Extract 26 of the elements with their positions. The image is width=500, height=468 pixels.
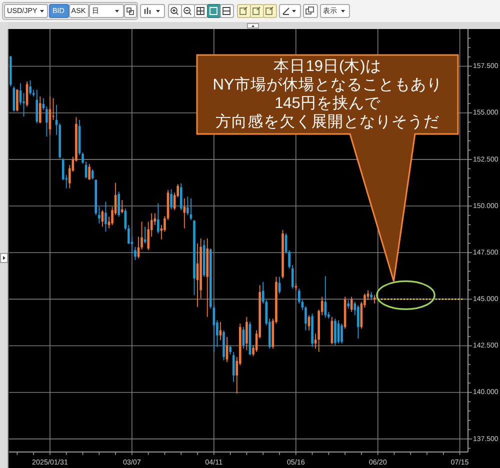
annotation: 145円を挟んで <box>274 94 382 112</box>
candlestick <box>246 316 248 351</box>
candlestick <box>157 202 160 234</box>
candlestick <box>170 188 172 210</box>
annotation: 本日19日(木)は <box>274 57 382 75</box>
candlestick <box>91 168 94 180</box>
candlestick <box>294 283 298 291</box>
candlestick <box>88 163 90 180</box>
candlestick <box>39 96 42 124</box>
annotation: 方向感を欠く展開となりそうだ <box>216 112 440 130</box>
candlestick <box>120 200 124 214</box>
candlestick <box>340 323 343 344</box>
candlestick <box>334 318 336 346</box>
candlestick <box>324 276 327 318</box>
annotation: NY市場が休場となることもあり <box>212 76 442 94</box>
candlestick <box>229 344 232 355</box>
candlestick <box>357 304 360 339</box>
candlestick <box>180 182 182 211</box>
candlestick <box>104 201 107 232</box>
candlestick <box>144 226 146 244</box>
candlestick <box>350 296 353 312</box>
candlestick <box>16 88 18 112</box>
candlestick <box>118 191 120 218</box>
candlestick <box>366 290 370 301</box>
candlestick <box>36 89 38 124</box>
candlestick <box>29 80 32 96</box>
